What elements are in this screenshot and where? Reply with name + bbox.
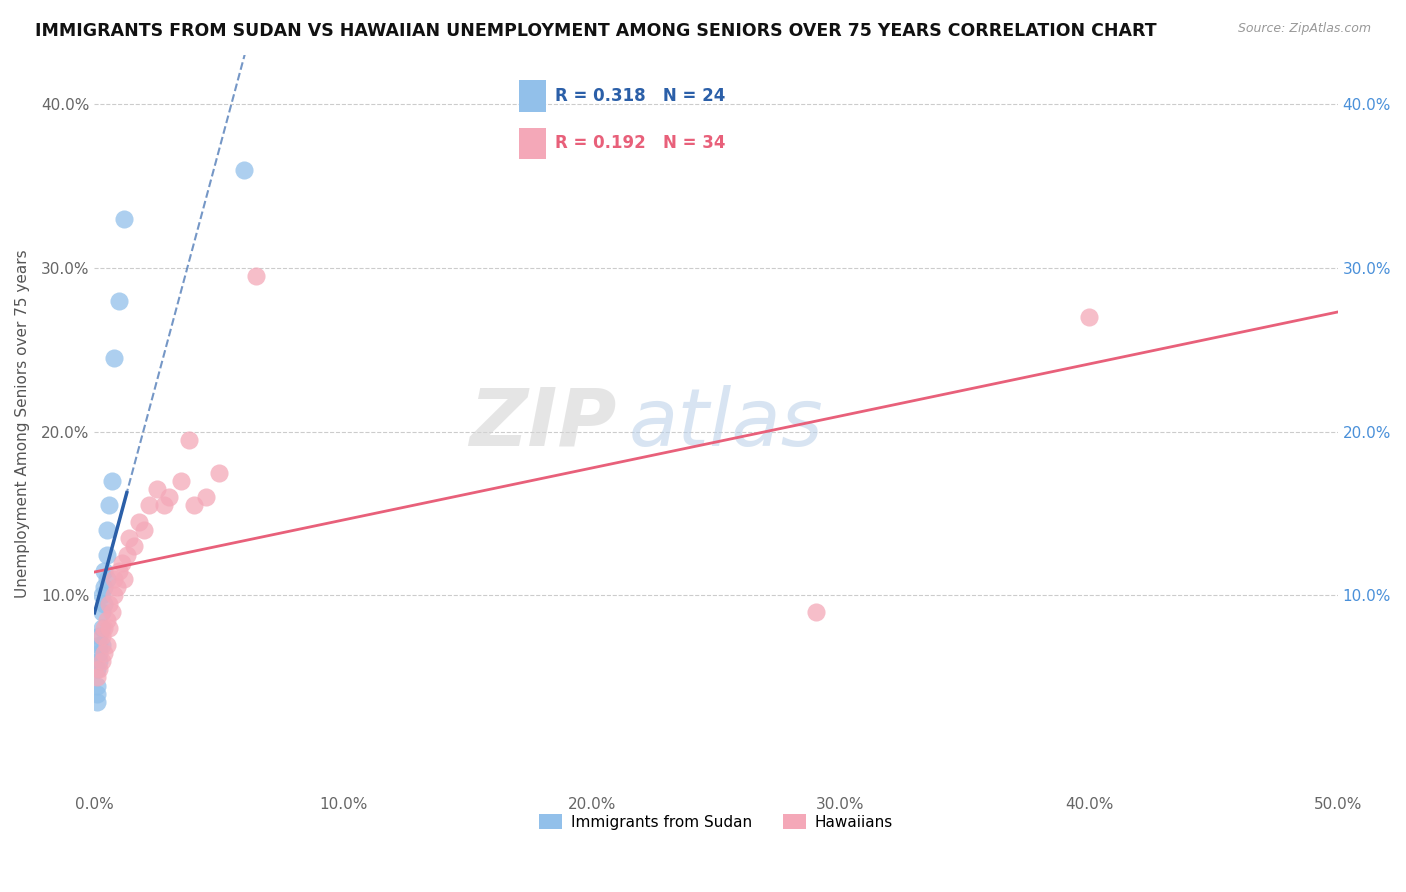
Point [177,433,200,447]
Point [93,646,115,660]
Point [89,662,111,676]
Point [90,654,112,668]
Point [93,597,115,611]
Point [96,523,118,537]
Text: IMMIGRANTS FROM SUDAN VS HAWAIIAN UNEMPLOYMENT AMONG SENIORS OVER 75 YEARS CORRE: IMMIGRANTS FROM SUDAN VS HAWAIIAN UNEMPL… [35,22,1157,40]
Point [98,621,121,635]
Point [90,621,112,635]
Y-axis label: Unemployment Among Seniors over 75 years: Unemployment Among Seniors over 75 years [15,249,30,598]
Point [153,499,176,513]
Text: atlas: atlas [628,384,824,463]
Point [90,629,112,643]
Point [89,646,111,660]
Point [96,572,118,586]
Point [93,580,115,594]
Point [86,687,108,701]
Point [96,613,118,627]
Point [105,580,128,594]
Point [89,638,111,652]
Point [90,605,112,619]
Point [138,499,160,513]
Point [90,589,112,603]
Point [98,499,121,513]
Point [101,605,124,619]
Point [108,293,131,308]
Point [96,638,118,652]
Point [89,654,111,668]
Point [115,548,138,562]
Legend: Immigrants from Sudan, Hawaiians: Immigrants from Sudan, Hawaiians [533,807,900,836]
Point [86,670,108,684]
Point [103,572,125,586]
Point [111,556,134,570]
Point [1078,310,1101,325]
Point [804,605,827,619]
Point [170,474,193,488]
Point [89,629,111,643]
Point [112,211,135,226]
Text: ZIP: ZIP [470,384,617,463]
Point [108,564,131,578]
Point [86,679,108,693]
Point [93,621,115,635]
Point [98,597,121,611]
Point [86,662,108,676]
Text: Source: ZipAtlas.com: Source: ZipAtlas.com [1237,22,1371,36]
Point [93,564,115,578]
Point [245,269,267,284]
Point [103,351,125,365]
Point [232,162,254,177]
Point [183,499,205,513]
Point [101,474,124,488]
Point [90,638,112,652]
Point [112,572,135,586]
Point [157,490,180,504]
Point [122,540,145,554]
Point [208,466,231,480]
Point [134,523,156,537]
Point [118,531,141,545]
Point [103,589,125,603]
Point [128,515,150,529]
Point [96,548,118,562]
Point [195,490,218,504]
Point [86,695,108,709]
Point [145,482,167,496]
